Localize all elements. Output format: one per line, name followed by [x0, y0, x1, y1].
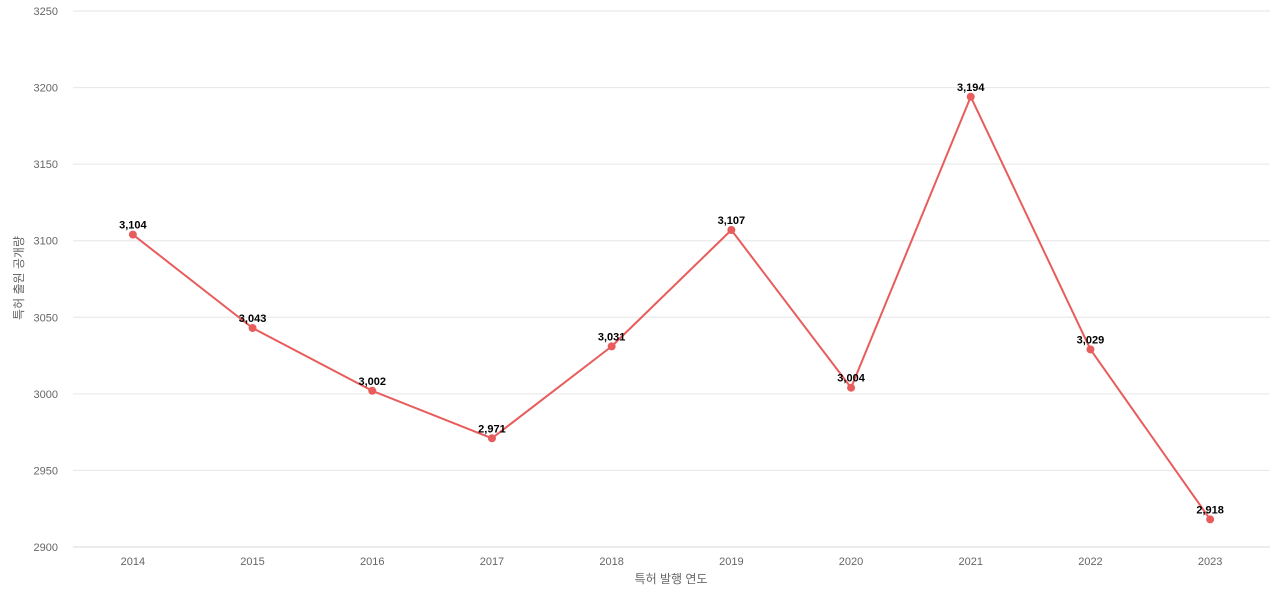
y-axis-title: 특허 출원 공개량 [12, 236, 26, 320]
data-label: 3,004 [837, 373, 865, 385]
data-label: 3,194 [957, 82, 985, 94]
data-point[interactable] [1086, 345, 1095, 354]
data-point[interactable] [368, 386, 377, 395]
data-point[interactable] [727, 225, 736, 234]
grid-layer [73, 10, 1270, 548]
x-tick-label: 2014 [121, 556, 145, 568]
data-point[interactable] [966, 92, 975, 101]
x-tick-label: 2016 [360, 556, 384, 568]
x-tick-label: 2020 [839, 556, 863, 568]
data-label: 3,043 [239, 313, 267, 325]
data-labels: 3,104 3,043 3,002 2,971 3,031 3,107 3,004 3,194… [119, 82, 1224, 517]
data-point[interactable] [248, 324, 257, 333]
y-tick-label: 2900 [34, 542, 58, 554]
data-point[interactable] [1206, 515, 1215, 524]
y-tick-label: 3250 [34, 6, 58, 18]
x-axis-title: 특허 발행 연도 [635, 571, 708, 586]
x-tick-labels: 2014 2015 2016 2017 2018 2019 2020 2021 2022 2023 [121, 556, 1223, 568]
x-tick-label: 2021 [959, 556, 983, 568]
x-tick-label: 2023 [1198, 556, 1222, 568]
x-tick-label: 2017 [480, 556, 504, 568]
y-tick-label: 3200 [34, 83, 58, 95]
y-tick-label: 2950 [34, 465, 58, 477]
x-tick-label: 2015 [240, 556, 264, 568]
data-point[interactable] [847, 383, 856, 392]
data-point[interactable] [128, 230, 137, 239]
data-label: 2,918 [1196, 504, 1224, 516]
data-label: 3,002 [358, 376, 386, 388]
series-line [132, 95, 1211, 521]
data-label: 3,104 [119, 220, 147, 232]
y-tick-label: 3100 [34, 236, 58, 248]
y-tick-label: 3050 [34, 312, 58, 324]
data-label: 3,031 [598, 331, 626, 343]
series-layer [128, 92, 1215, 524]
x-tick-label: 2018 [599, 556, 623, 568]
y-tick-label: 3000 [34, 389, 58, 401]
x-tick-label: 2019 [719, 556, 743, 568]
x-tick-label: 2022 [1078, 556, 1102, 568]
data-label: 2,971 [478, 423, 506, 435]
data-label: 3,107 [718, 215, 746, 227]
data-point[interactable] [607, 342, 616, 351]
data-label: 3,029 [1077, 334, 1105, 346]
y-tick-labels: 2900 2950 3000 3050 3100 3150 3200 3250 [34, 6, 58, 554]
data-point[interactable] [487, 434, 496, 443]
y-tick-label: 3150 [34, 159, 58, 171]
